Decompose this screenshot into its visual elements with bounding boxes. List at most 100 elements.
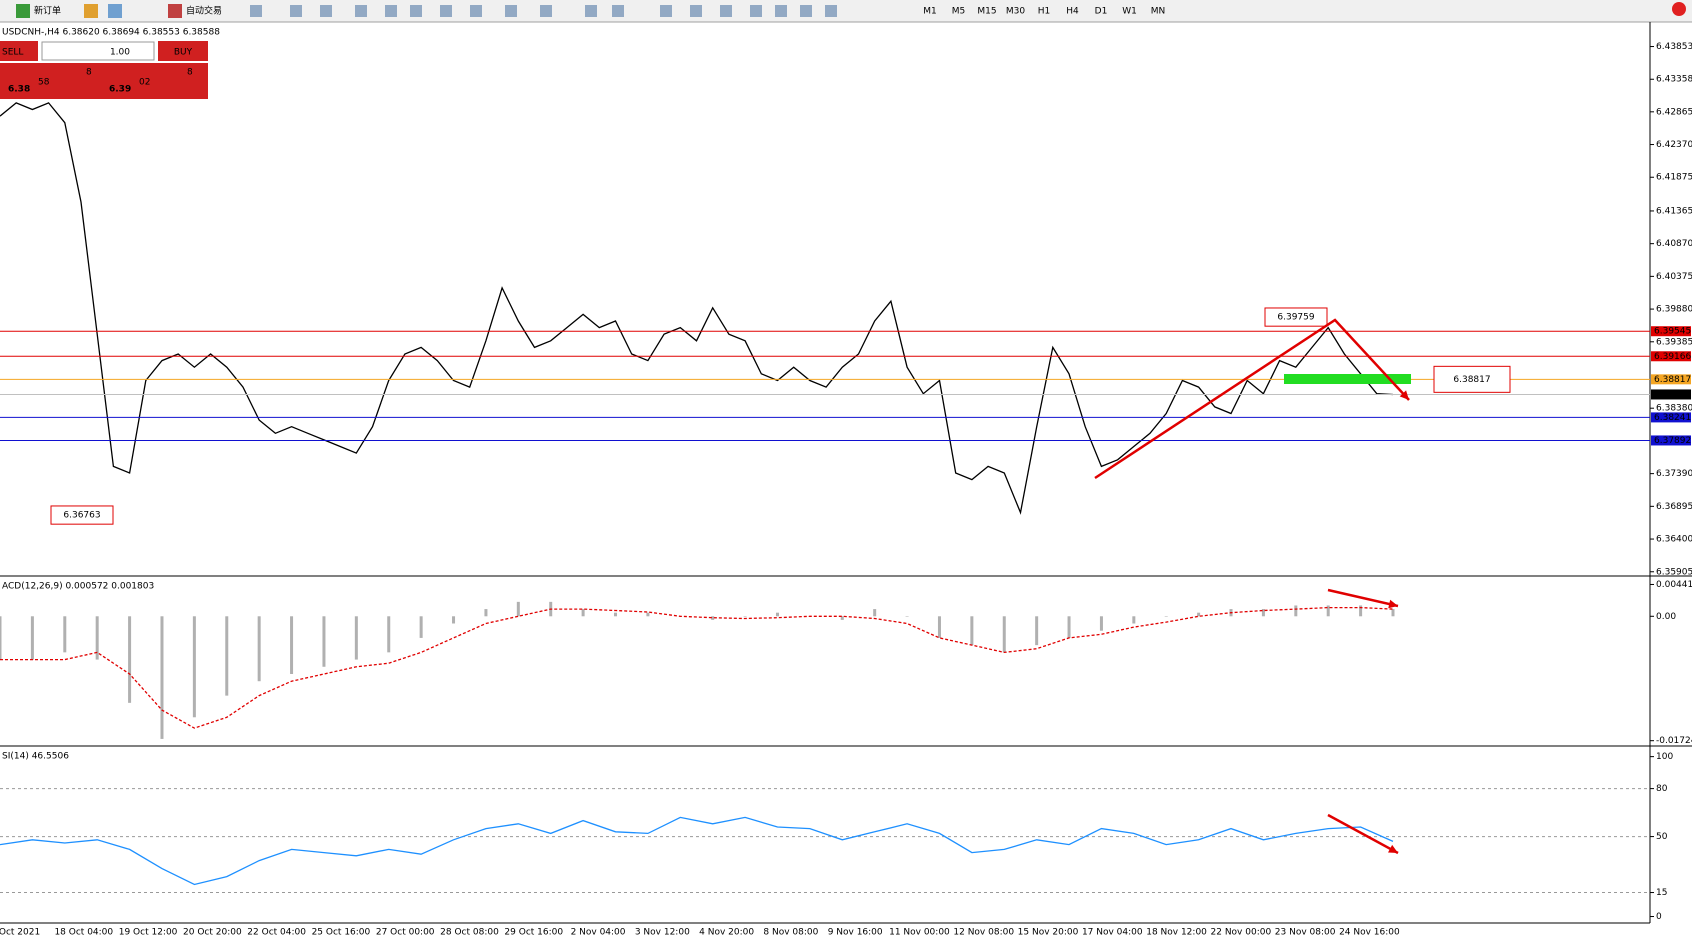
buy-button[interactable] <box>158 41 208 61</box>
tool-icon[interactable] <box>690 5 702 17</box>
histogram-bar <box>257 616 261 682</box>
tool-icon[interactable] <box>540 5 552 17</box>
auto-trading-button[interactable]: 自动交易 <box>186 5 222 17</box>
tool-icon[interactable] <box>750 5 762 17</box>
y-tick-label: 6.38380 <box>1656 404 1692 414</box>
sell-price-small[interactable]: 6.38 <box>8 85 30 95</box>
sell-button[interactable] <box>0 41 38 61</box>
histogram-bar <box>354 616 358 660</box>
y-tick-label: 6.35905 <box>1656 567 1692 577</box>
price-level-box <box>1651 412 1691 423</box>
lot-value[interactable]: 1.00 <box>110 48 130 58</box>
timeframe-button[interactable]: D1 <box>1095 7 1108 17</box>
x-tick-label: 18 Oct 04:00 <box>54 928 113 938</box>
buy-label[interactable]: BUY <box>174 48 193 58</box>
tool-icon[interactable] <box>505 5 517 17</box>
sell-label[interactable]: SELL <box>2 48 23 58</box>
price-level-box <box>1651 351 1691 362</box>
histogram-bar <box>840 616 844 620</box>
tool-icon[interactable] <box>775 5 787 17</box>
annotation-label: 6.36763 <box>63 511 100 521</box>
auto-trading-icon[interactable] <box>168 4 182 18</box>
timeframe-button[interactable]: H4 <box>1066 7 1079 17</box>
panel-title: ACD(12,26,9) 0.000572 0.001803 <box>2 582 154 592</box>
tool-icon[interactable] <box>470 5 482 17</box>
tool-icon[interactable] <box>720 5 732 17</box>
x-tick-label: 18 Nov 12:00 <box>1146 928 1207 938</box>
x-tick-label: 23 Nov 08:00 <box>1275 928 1336 938</box>
timeframe-button[interactable]: H1 <box>1038 7 1051 17</box>
x-tick-label: 2 Nov 04:00 <box>571 928 626 938</box>
histogram-bar <box>225 616 229 696</box>
y-tick-label: 6.41365 <box>1656 206 1692 216</box>
histogram-bar <box>0 616 2 660</box>
tool-icon[interactable] <box>585 5 597 17</box>
histogram-bar <box>322 616 326 667</box>
price-level-box <box>1651 374 1691 385</box>
histogram-bar <box>484 609 488 617</box>
x-tick-label: 11 Nov 00:00 <box>889 928 950 938</box>
annotation-box <box>1433 365 1511 393</box>
histogram-bar <box>1391 609 1395 617</box>
sell-price-box[interactable] <box>0 63 107 99</box>
x-tick-label: 3 Nov 12:00 <box>635 928 690 938</box>
tool-icon[interactable] <box>410 5 422 17</box>
timeframe-button[interactable]: W1 <box>1122 7 1137 17</box>
y-tick-label: 6.37390 <box>1656 469 1692 479</box>
x-tick-label: 9 Nov 16:00 <box>828 928 883 938</box>
tool-icon[interactable] <box>320 5 332 17</box>
new-order-icon[interactable] <box>16 4 30 18</box>
buy-price-big[interactable]: 02 <box>139 78 150 88</box>
macd-arrow-head <box>1388 599 1398 609</box>
sell-price-big[interactable]: 58 <box>38 78 50 88</box>
y-tick-label: 0.00 <box>1656 612 1676 622</box>
buy-price-small[interactable]: 6.39 <box>109 85 131 95</box>
tool-icon[interactable] <box>800 5 812 17</box>
tool-icon[interactable] <box>660 5 672 17</box>
timeframe-button[interactable]: M5 <box>952 7 966 17</box>
timeframe-button[interactable]: MN <box>1151 7 1166 17</box>
tool-icon[interactable] <box>440 5 452 17</box>
histogram-bar <box>1359 605 1363 617</box>
series-line <box>0 606 1394 729</box>
tool-icon[interactable] <box>84 4 98 18</box>
histogram-bar <box>1035 616 1039 646</box>
tool-icon[interactable] <box>290 5 302 17</box>
trend-arrow <box>1094 318 1410 480</box>
rsi-arrow-head <box>1388 844 1398 853</box>
y-tick-label: 15 <box>1656 888 1667 898</box>
alert-icon[interactable] <box>1672 2 1686 16</box>
tool-icon[interactable] <box>612 5 624 17</box>
histogram-bar <box>95 616 99 660</box>
x-tick-label: Oct 2021 <box>0 928 40 938</box>
y-tick-label: 6.41875 <box>1656 173 1692 183</box>
sell-price-sup[interactable]: 8 <box>86 68 92 78</box>
x-tick-label: 20 Oct 20:00 <box>183 928 242 938</box>
trend-arrow-head <box>1399 390 1409 400</box>
support-zone <box>1284 374 1411 384</box>
panel-title: USDCNH-,H4 6.38620 6.38694 6.38553 6.385… <box>2 28 220 38</box>
lot-input[interactable] <box>41 41 155 61</box>
new-order-button[interactable]: 新订单 <box>34 5 61 17</box>
buy-price-box[interactable] <box>101 63 208 99</box>
timeframe-button[interactable]: M1 <box>923 7 937 17</box>
tool-icon[interactable] <box>385 5 397 17</box>
timeframe-button[interactable]: M15 <box>977 7 996 17</box>
tool-icon[interactable] <box>355 5 367 17</box>
histogram-bar <box>1067 616 1071 638</box>
y-tick-label: 6.40870 <box>1656 239 1692 249</box>
y-tick-label: 6.42370 <box>1656 140 1692 150</box>
histogram-bar <box>1164 616 1168 617</box>
histogram-bar <box>160 616 164 739</box>
histogram-bar <box>128 616 132 703</box>
y-tick-label: 0 <box>1656 912 1662 922</box>
y-tick-label: 100 <box>1656 752 1673 762</box>
tool-icon[interactable] <box>108 4 122 18</box>
timeframe-button[interactable]: M30 <box>1006 7 1025 17</box>
buy-price-sup[interactable]: 8 <box>187 68 193 78</box>
tool-icon[interactable] <box>825 5 837 17</box>
histogram-bar <box>387 616 391 653</box>
x-tick-label: 24 Nov 16:00 <box>1339 928 1400 938</box>
tool-icon[interactable] <box>250 5 262 17</box>
histogram-bar <box>1099 616 1103 631</box>
